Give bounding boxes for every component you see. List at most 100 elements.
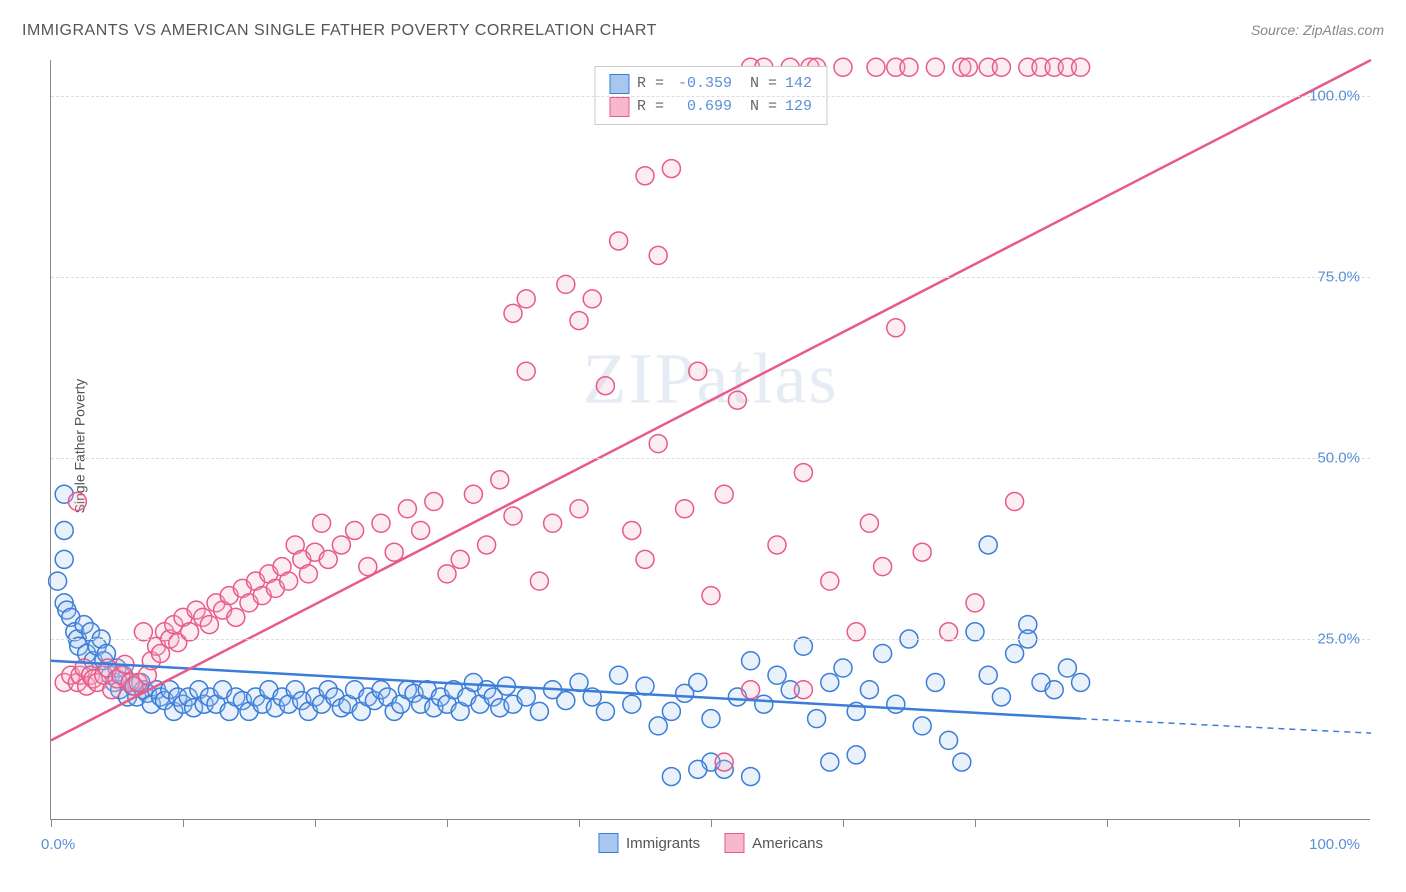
scatter-point: [794, 464, 812, 482]
scatter-point: [1006, 493, 1024, 511]
scatter-point: [504, 304, 522, 322]
x-axis-max-label: 100.0%: [1309, 836, 1360, 853]
chart-title: IMMIGRANTS VS AMERICAN SINGLE FATHER POV…: [22, 22, 657, 40]
source-name: ZipAtlas.com: [1303, 22, 1384, 38]
scatter-point: [398, 500, 416, 518]
scatter-point: [623, 695, 641, 713]
scatter-point: [676, 500, 694, 518]
scatter-point: [979, 536, 997, 554]
scatter-point: [874, 558, 892, 576]
legend-series-label: Americans: [752, 835, 823, 852]
scatter-point: [926, 673, 944, 691]
plot-area: ZIPatlas R =-0.359N =142R =0.699N =129 I…: [50, 60, 1370, 820]
scatter-point: [504, 507, 522, 525]
scatter-point: [464, 485, 482, 503]
y-tick-label: 75.0%: [1317, 269, 1360, 286]
scatter-point: [570, 312, 588, 330]
legend-swatch: [598, 833, 618, 853]
scatter-point: [596, 702, 614, 720]
scatter-point: [860, 514, 878, 532]
gridline: [51, 96, 1370, 97]
scatter-point: [979, 666, 997, 684]
scatter-point: [636, 550, 654, 568]
scatter-point: [847, 746, 865, 764]
scatter-point: [517, 290, 535, 308]
scatter-point: [1045, 681, 1063, 699]
scatter-point: [953, 753, 971, 771]
regression-line-extrapolated: [1081, 719, 1371, 733]
scatter-point: [821, 572, 839, 590]
scatter-point: [794, 681, 812, 699]
scatter-point: [834, 659, 852, 677]
legend-stats-row: R =0.699N =129: [609, 96, 812, 119]
scatter-point: [610, 666, 628, 684]
scatter-point: [966, 594, 984, 612]
source-attribution: Source: ZipAtlas.com: [1251, 22, 1384, 38]
legend-swatch: [724, 833, 744, 853]
scatter-point: [313, 514, 331, 532]
y-tick-label: 25.0%: [1317, 631, 1360, 648]
scatter-point: [583, 290, 601, 308]
x-tick: [447, 819, 448, 827]
x-tick: [975, 819, 976, 827]
scatter-point: [702, 587, 720, 605]
scatter-point: [649, 717, 667, 735]
scatter-point: [49, 572, 67, 590]
gridline: [51, 458, 1370, 459]
scatter-point: [992, 688, 1010, 706]
scatter-point: [821, 753, 839, 771]
scatter-point: [874, 645, 892, 663]
scatter-point: [517, 362, 535, 380]
scatter-point: [662, 702, 680, 720]
scatter-point: [530, 572, 548, 590]
scatter-point: [372, 514, 390, 532]
scatter-point: [412, 521, 430, 539]
scatter-point: [867, 58, 885, 76]
scatter-point: [834, 58, 852, 76]
scatter-point: [438, 565, 456, 583]
scatter-point: [808, 710, 826, 728]
scatter-point: [913, 543, 931, 561]
scatter-point: [491, 471, 509, 489]
scatter-point: [1072, 673, 1090, 691]
scatter-point: [940, 731, 958, 749]
x-tick: [579, 819, 580, 827]
scatter-point: [610, 232, 628, 250]
plot-svg: [51, 60, 1370, 819]
legend-r-value: -0.359: [672, 73, 732, 96]
scatter-point: [517, 688, 535, 706]
scatter-point: [1072, 58, 1090, 76]
scatter-point: [742, 768, 760, 786]
scatter-point: [662, 160, 680, 178]
scatter-point: [742, 681, 760, 699]
scatter-point: [299, 565, 317, 583]
scatter-point: [1058, 659, 1076, 677]
scatter-point: [55, 521, 73, 539]
legend-n-value: 142: [785, 73, 812, 96]
scatter-point: [887, 695, 905, 713]
series-legend: ImmigrantsAmericans: [598, 833, 823, 853]
scatter-point: [319, 550, 337, 568]
scatter-point: [200, 616, 218, 634]
legend-r-value: 0.699: [672, 96, 732, 119]
scatter-point: [689, 673, 707, 691]
scatter-point: [728, 391, 746, 409]
scatter-point: [570, 673, 588, 691]
legend-r-label: R =: [637, 73, 664, 96]
source-label: Source:: [1251, 22, 1299, 38]
scatter-point: [649, 246, 667, 264]
scatter-point: [768, 666, 786, 684]
legend-n-value: 129: [785, 96, 812, 119]
scatter-point: [702, 710, 720, 728]
legend-r-label: R =: [637, 96, 664, 119]
scatter-point: [662, 768, 680, 786]
x-tick: [315, 819, 316, 827]
scatter-point: [821, 673, 839, 691]
scatter-point: [715, 485, 733, 503]
x-axis-min-label: 0.0%: [41, 836, 75, 853]
scatter-point: [623, 521, 641, 539]
x-tick: [843, 819, 844, 827]
scatter-point: [332, 536, 350, 554]
gridline: [51, 639, 1370, 640]
legend-swatch: [609, 74, 629, 94]
